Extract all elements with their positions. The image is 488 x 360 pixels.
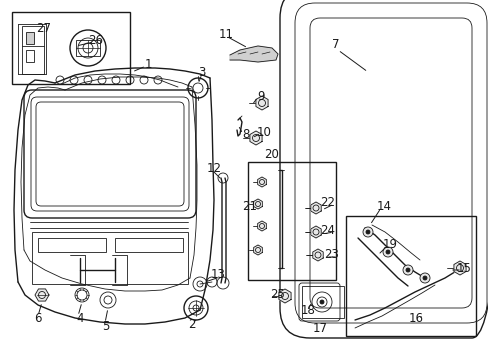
Polygon shape (278, 289, 290, 303)
Text: 21: 21 (242, 199, 257, 212)
Text: 11: 11 (218, 27, 233, 40)
Text: 4: 4 (76, 311, 83, 324)
Text: 8: 8 (242, 127, 249, 140)
Circle shape (385, 250, 389, 254)
Text: 13: 13 (210, 269, 225, 282)
Text: 10: 10 (256, 126, 271, 139)
Text: 14: 14 (376, 199, 391, 212)
Bar (32, 232, 187, 284)
Polygon shape (312, 249, 323, 261)
Polygon shape (453, 261, 465, 275)
Bar (76, 40, 100, 56)
Text: 7: 7 (331, 37, 339, 50)
Polygon shape (310, 226, 321, 238)
Polygon shape (310, 202, 321, 214)
Bar (247, 162, 335, 280)
Circle shape (362, 227, 372, 237)
Text: 9: 9 (257, 90, 264, 103)
Circle shape (382, 247, 392, 257)
Circle shape (405, 268, 409, 272)
Text: 12: 12 (206, 162, 221, 175)
Text: 17: 17 (312, 321, 327, 334)
Polygon shape (35, 289, 49, 301)
Text: 3: 3 (198, 66, 205, 78)
Polygon shape (229, 46, 278, 62)
Text: 1: 1 (144, 58, 151, 72)
Bar (38, 238, 106, 252)
Text: 20: 20 (264, 148, 279, 162)
Bar (346, 216, 475, 336)
Circle shape (402, 265, 412, 275)
Bar (26, 50, 34, 62)
Circle shape (422, 276, 426, 280)
Text: 2: 2 (188, 319, 195, 332)
Text: 23: 23 (324, 248, 339, 261)
Text: 19: 19 (382, 238, 397, 251)
Text: 5: 5 (102, 320, 109, 333)
Text: 6: 6 (34, 311, 41, 324)
Polygon shape (255, 96, 267, 110)
Bar (302, 286, 343, 318)
Bar (22, 26, 44, 74)
Text: 16: 16 (407, 311, 423, 324)
Circle shape (319, 300, 324, 304)
Polygon shape (257, 177, 266, 187)
Polygon shape (257, 221, 266, 231)
Bar (26, 32, 34, 44)
Text: 27: 27 (37, 22, 51, 35)
Text: 15: 15 (456, 261, 470, 274)
Text: 22: 22 (320, 195, 335, 208)
Polygon shape (253, 199, 262, 209)
Bar (12, 12, 130, 84)
Text: 26: 26 (88, 33, 103, 46)
Text: 18: 18 (300, 303, 315, 316)
Circle shape (419, 273, 429, 283)
Text: 24: 24 (320, 224, 335, 237)
Polygon shape (253, 245, 262, 255)
Bar (115, 238, 183, 252)
Text: 25: 25 (270, 288, 285, 301)
Polygon shape (249, 131, 262, 145)
Circle shape (365, 230, 369, 234)
